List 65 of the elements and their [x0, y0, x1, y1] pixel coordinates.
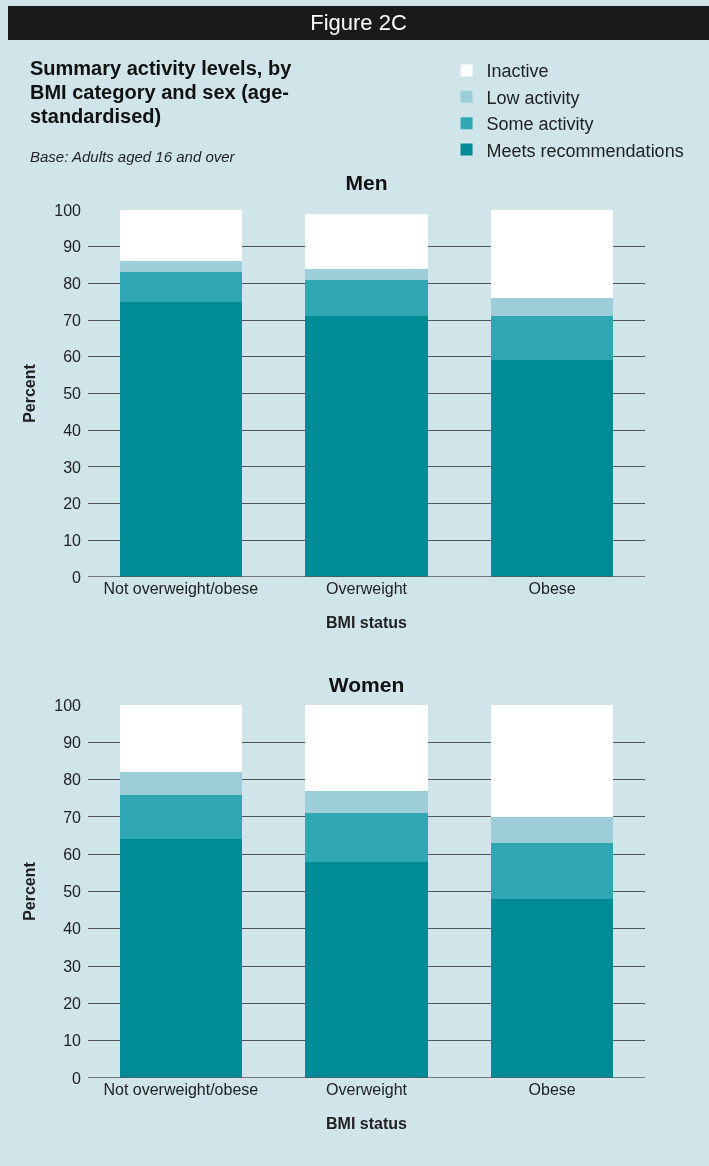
caption: Figure 2C [8, 6, 709, 40]
y-tick-label: 40 [63, 421, 82, 439]
legend-label: Some activity [486, 114, 594, 135]
bar [305, 861, 428, 1078]
y-tick-label: 80 [63, 771, 82, 789]
x-tick-label: Overweight [326, 580, 408, 597]
bar [305, 813, 428, 862]
bar [119, 794, 243, 840]
bar [490, 210, 614, 299]
bar [119, 261, 243, 273]
bar [490, 316, 614, 361]
x-tick-label: Not overweight/obese [103, 1081, 259, 1098]
legend-label: Low activity [486, 87, 580, 108]
y-tick-label: 10 [63, 1032, 82, 1050]
y-tick-label: 50 [63, 385, 82, 403]
y-tick-label: 90 [63, 238, 82, 256]
bar [305, 213, 428, 269]
y-tick-label: 30 [63, 458, 82, 476]
y-tick-label: 80 [63, 275, 82, 292]
legend-label: Inactive [486, 61, 549, 82]
bar [119, 705, 243, 773]
bar [490, 898, 614, 1078]
y-axis-title: Percent [21, 861, 39, 921]
y-tick-label: 70 [63, 808, 82, 826]
bar [305, 279, 428, 317]
bar [305, 268, 428, 280]
bar [119, 272, 243, 302]
chart-title: Women [328, 672, 405, 696]
y-tick-label: 100 [54, 696, 82, 714]
y-tick-label: 10 [63, 531, 82, 549]
bar [119, 301, 243, 577]
x-tick-label: Overweight [326, 1081, 408, 1098]
y-tick-label: 60 [63, 348, 82, 366]
y-axis-title: Percent [21, 363, 39, 423]
x-tick-label: Obese [528, 1081, 576, 1098]
y-tick-label: 0 [72, 1069, 82, 1087]
y-tick-label: 0 [72, 568, 82, 586]
y-tick-label: 100 [54, 201, 82, 219]
y-tick-label: 40 [63, 920, 82, 938]
bar [119, 839, 243, 1078]
y-tick-label: 70 [63, 311, 82, 329]
bar [490, 298, 614, 317]
text: Base: Adults aged 16 and over [30, 148, 235, 165]
y-tick-label: 20 [63, 495, 82, 513]
y-tick-label: 90 [63, 733, 82, 751]
legend-label: Meets recommendations [486, 140, 684, 161]
y-tick-label: 20 [63, 995, 82, 1012]
y-tick-label: 50 [63, 883, 82, 901]
bar [305, 316, 428, 577]
bar [490, 705, 614, 817]
bar [119, 772, 243, 795]
x-tick-label: Obese [528, 580, 576, 597]
bar [490, 360, 614, 577]
y-tick-label: 60 [63, 845, 82, 863]
bar [490, 843, 614, 899]
chart-title: Men [345, 170, 388, 194]
x-axis-title: BMI status [326, 613, 408, 631]
text: Summary activity levels, by BMI category and sex (age-standardised) [30, 56, 293, 128]
bar [305, 790, 428, 814]
x-tick-label: Not overweight/obese [103, 580, 259, 597]
y-tick-label: 30 [63, 957, 82, 975]
x-axis-title: BMI status [326, 1114, 408, 1132]
bar [490, 816, 614, 844]
bar [305, 705, 428, 791]
bar [119, 210, 243, 262]
